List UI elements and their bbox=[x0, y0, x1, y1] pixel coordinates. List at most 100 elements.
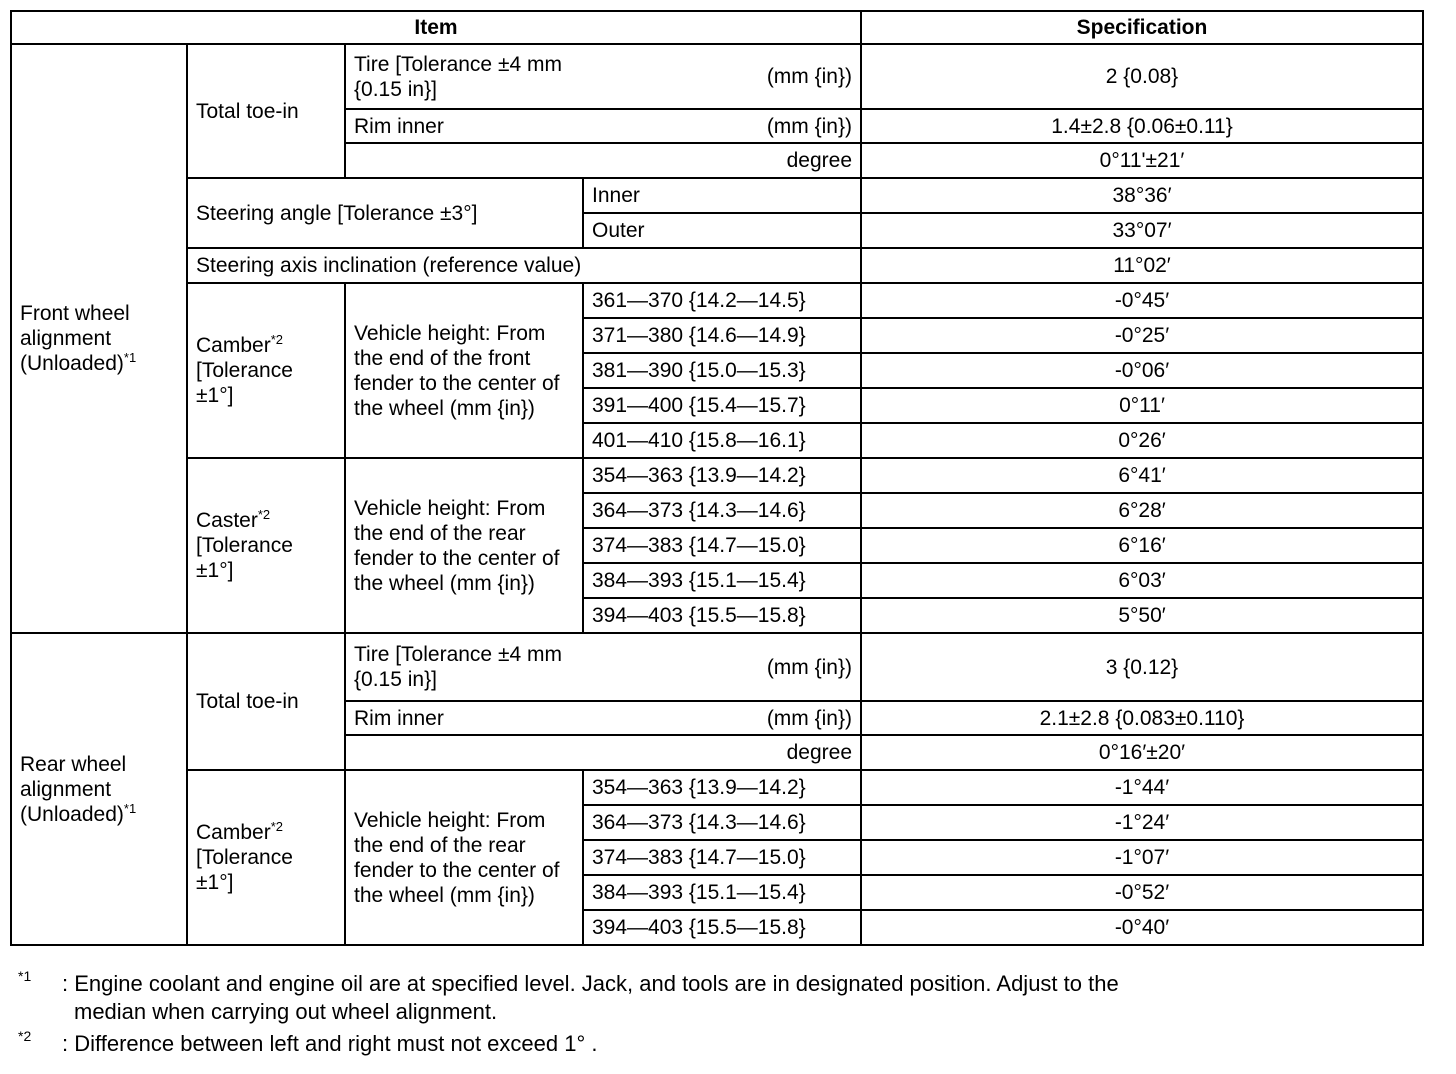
label-text: Camber bbox=[196, 821, 271, 844]
spec-value: -1°07′ bbox=[860, 839, 1424, 876]
height-range: 354—363 {13.9—14.2} bbox=[582, 457, 862, 494]
tire-row-label: Tire [Tolerance ±4 mm {0.15 in}] (mm {in}… bbox=[344, 43, 862, 110]
spec-value: 0°11′ bbox=[860, 387, 1424, 424]
inner-label: Inner bbox=[582, 177, 862, 214]
total-toe-in-label: Total toe-in bbox=[186, 43, 346, 179]
note-mark: *1 bbox=[123, 350, 137, 365]
camber-label: Camber*2 [Tolerance ±1°] bbox=[186, 769, 346, 946]
unit-label: (mm {in}) bbox=[766, 706, 852, 730]
height-range: 371—380 {14.6—14.9} bbox=[582, 317, 862, 354]
footnote-mark: *2 bbox=[18, 1028, 32, 1044]
item-label: Rim inner bbox=[354, 114, 444, 138]
tolerance-text: [Tolerance ±1°] bbox=[196, 359, 293, 407]
note-mark: *2 bbox=[270, 819, 283, 834]
degree-label: degree bbox=[344, 142, 862, 179]
spec-value: -1°44′ bbox=[860, 769, 1424, 806]
item-label: Tire [Tolerance ±4 mm {0.15 in}] bbox=[354, 643, 562, 691]
steering-angle-label: Steering angle [Tolerance ±3°] bbox=[186, 177, 584, 249]
table-row: Rear wheel alignment (Unloaded)*1 Total t… bbox=[10, 632, 1424, 946]
spec-value: -1°24′ bbox=[860, 804, 1424, 841]
spec-value: 6°03′ bbox=[860, 562, 1424, 599]
table-row: 384—393 {15.1—15.4} -0°52′ bbox=[11, 874, 1424, 911]
spec-value: -0°45′ bbox=[860, 282, 1424, 319]
footnote-text: : Engine coolant and engine oil are at s… bbox=[62, 971, 1119, 996]
degree-label: degree bbox=[344, 734, 862, 771]
height-range: 361—370 {14.2—14.5} bbox=[582, 282, 862, 319]
note-mark: *2 bbox=[257, 507, 271, 522]
height-range: 364—373 {14.3—14.6} bbox=[582, 492, 862, 529]
height-range: 394—403 {15.5—15.8} bbox=[582, 909, 862, 946]
footnote-text: : Difference between left and right must… bbox=[62, 1031, 598, 1056]
item-label: Tire [Tolerance ±4 mm {0.15 in}] bbox=[354, 52, 562, 101]
height-range: 394—403 {15.5—15.8} bbox=[582, 597, 862, 634]
height-range: 401—410 {15.8—16.1} bbox=[582, 422, 862, 459]
table-row: Front wheel alignment (Unloaded)*1 Total … bbox=[10, 43, 1424, 634]
vehicle-height-description: Vehicle height: From the end of the rear… bbox=[344, 457, 584, 634]
height-range: 374—383 {14.7—15.0} bbox=[582, 839, 862, 876]
table-row: 364—373 {14.3—14.6} 6°28′ bbox=[11, 492, 1424, 529]
table-row: Outer 33°07′ bbox=[11, 212, 1424, 249]
table-row: Item Specification bbox=[10, 10, 1424, 45]
rim-inner-label: Rim inner (mm {in}) bbox=[344, 700, 862, 736]
table-row: 374—383 {14.7—15.0} 6°16′ bbox=[11, 527, 1424, 564]
table-row: 374—383 {14.7—15.0} -1°07′ bbox=[11, 839, 1424, 876]
spec-value: 0°11'±21′ bbox=[860, 142, 1424, 179]
footnotes: *1 : Engine coolant and engine oil are a… bbox=[18, 968, 1438, 1060]
tolerance-text: [Tolerance ±1°] bbox=[196, 846, 293, 894]
spec-value: -0°52′ bbox=[860, 874, 1424, 911]
table-row: 391—400 {15.4—15.7} 0°11′ bbox=[11, 387, 1424, 424]
front-group-label: Front wheel alignment (Unloaded)*1 bbox=[10, 43, 188, 634]
height-range: 381—390 {15.0—15.3} bbox=[582, 352, 862, 389]
table-row: 384—393 {15.1—15.4} 6°03′ bbox=[11, 562, 1424, 599]
header-item: Item bbox=[10, 10, 862, 45]
unit-label: (mm {in}) bbox=[766, 114, 852, 138]
spec-value: -0°40′ bbox=[860, 909, 1424, 946]
unit-label: (mm {in}) bbox=[766, 655, 852, 679]
rear-group-label: Rear wheel alignment (Unloaded)*1 bbox=[10, 632, 188, 946]
height-range: 374—383 {14.7—15.0} bbox=[582, 527, 862, 564]
height-range: 384—393 {15.1—15.4} bbox=[582, 874, 862, 911]
label-text: Caster bbox=[196, 509, 258, 532]
note-mark: *2 bbox=[270, 332, 283, 347]
table-row: Steering axis inclination (reference val… bbox=[11, 247, 1424, 284]
table-row: 394—403 {15.5—15.8} 5°50′ bbox=[11, 597, 1424, 634]
spec-value: 3 {0.12} bbox=[860, 632, 1424, 702]
footnote-1: *1 : Engine coolant and engine oil are a… bbox=[18, 968, 1438, 998]
total-toe-in-label: Total toe-in bbox=[186, 632, 346, 771]
item-label: Rim inner bbox=[354, 706, 444, 730]
vehicle-height-description: Vehicle height: From the end of the rear… bbox=[344, 769, 584, 946]
table-row: degree 0°16′±20′ bbox=[11, 734, 1424, 771]
spec-value: 2.1±2.8 {0.083±0.110} bbox=[860, 700, 1424, 736]
table-row: 381—390 {15.0—15.3} -0°06′ bbox=[11, 352, 1424, 389]
table-row: Caster*2 [Tolerance ±1°] Vehicle height: F… bbox=[11, 457, 1424, 634]
steering-axis-inclination-label: Steering axis inclination (reference val… bbox=[186, 247, 862, 284]
table-row: Camber*2 [Tolerance ±1°] Vehicle height: F… bbox=[11, 282, 1424, 459]
table-row: 371—380 {14.6—14.9} -0°25′ bbox=[11, 317, 1424, 354]
wheel-alignment-spec-table: Item Specification Front wheel alignment (… bbox=[10, 10, 1424, 946]
table-row: 364—373 {14.3—14.6} -1°24′ bbox=[11, 804, 1424, 841]
camber-label: Camber*2 [Tolerance ±1°] bbox=[186, 282, 346, 459]
rim-inner-label: Rim inner (mm {in}) bbox=[344, 108, 862, 144]
footnote-text: median when carrying out wheel alignment… bbox=[74, 999, 498, 1024]
table-row: degree 0°11'±21′ bbox=[11, 142, 1424, 179]
group-label: Rear wheel alignment (Unloaded) bbox=[20, 752, 127, 826]
table-row: Camber*2 [Tolerance ±1°] Vehicle height: F… bbox=[11, 769, 1424, 946]
spec-value: 38°36′ bbox=[860, 177, 1424, 214]
spec-value: 5°50′ bbox=[860, 597, 1424, 634]
table-row: Rim inner (mm {in}) 1.4±2.8 {0.06±0.11} bbox=[11, 108, 1424, 144]
spec-value: 11°02′ bbox=[860, 247, 1424, 284]
height-range: 384—393 {15.1—15.4} bbox=[582, 562, 862, 599]
vehicle-height-description: Vehicle height: From the end of the fron… bbox=[344, 282, 584, 459]
spec-value: 6°41′ bbox=[860, 457, 1424, 494]
spec-value: 2 {0.08} bbox=[860, 43, 1424, 110]
spec-value: 6°28′ bbox=[860, 492, 1424, 529]
spec-value: 1.4±2.8 {0.06±0.11} bbox=[860, 108, 1424, 144]
spec-value: 6°16′ bbox=[860, 527, 1424, 564]
footnote-mark: *1 bbox=[18, 968, 32, 984]
caster-label: Caster*2 [Tolerance ±1°] bbox=[186, 457, 346, 634]
header-specification: Specification bbox=[860, 10, 1424, 45]
label-text: Camber bbox=[196, 334, 271, 357]
tolerance-text: [Tolerance ±1°] bbox=[196, 534, 293, 582]
spec-value: 0°26′ bbox=[860, 422, 1424, 459]
table-row: 394—403 {15.5—15.8} -0°40′ bbox=[11, 909, 1424, 946]
